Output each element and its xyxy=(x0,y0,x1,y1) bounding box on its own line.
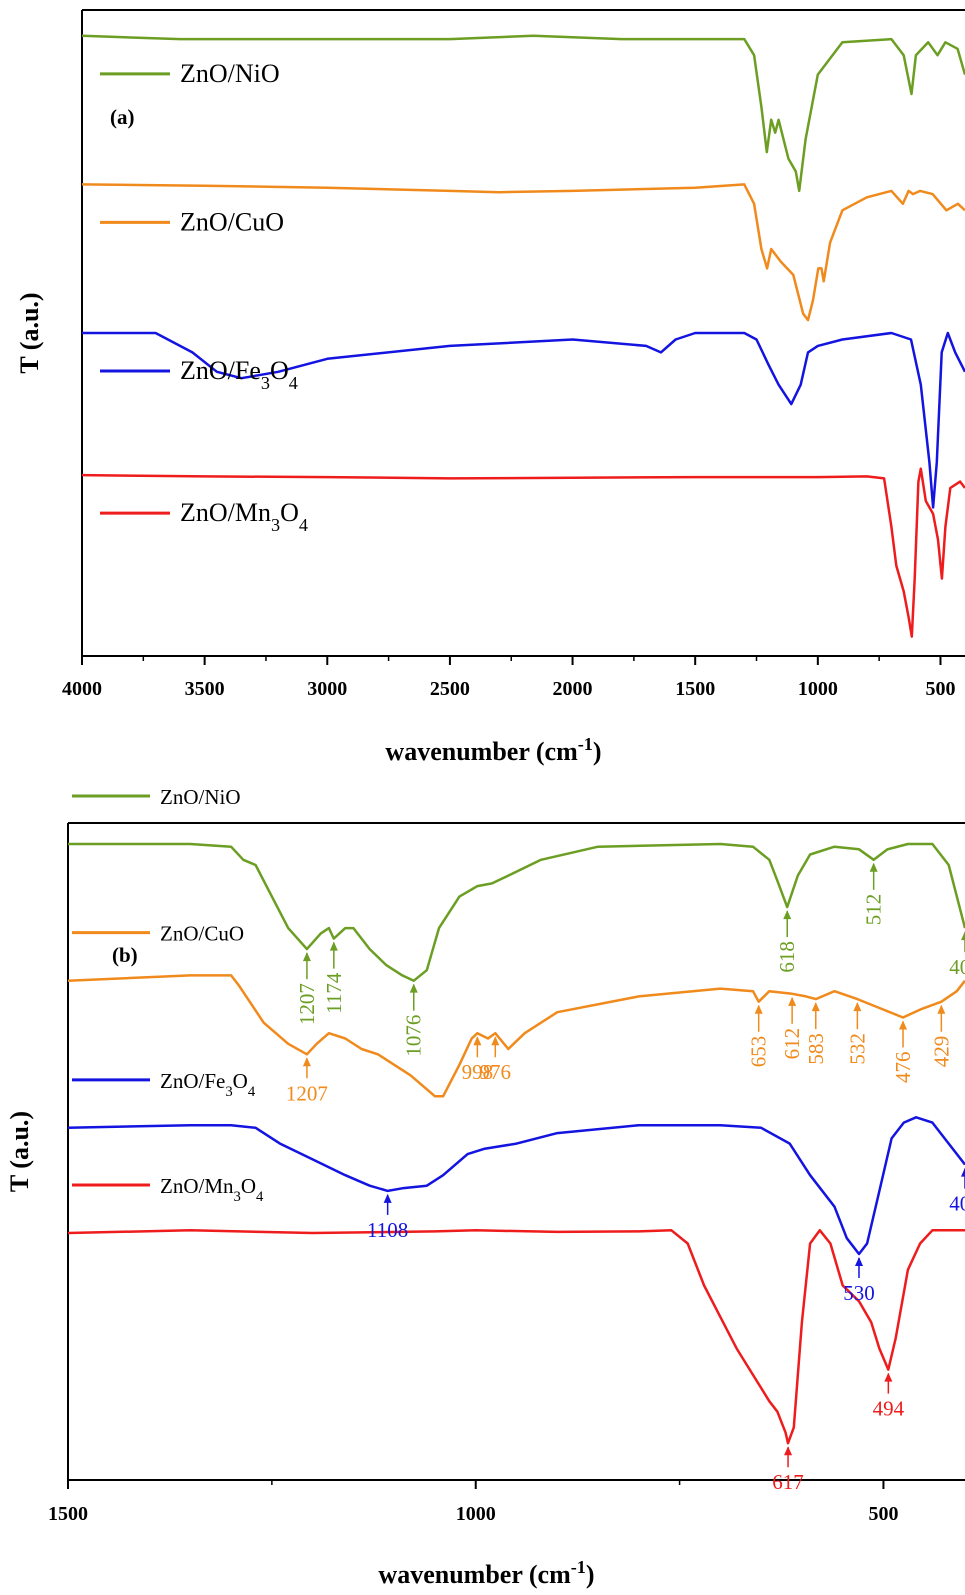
legend-label: ZnO/Mn3O4 xyxy=(160,1174,264,1205)
peak-label: 653 xyxy=(747,1036,771,1068)
peak-annotation: 512 xyxy=(862,862,886,926)
peak-label: 1207 xyxy=(295,983,319,1025)
panel-label: (a) xyxy=(110,105,135,129)
peak-label: 617 xyxy=(772,1470,804,1494)
peak-label: 532 xyxy=(845,1033,869,1065)
peak-label: 494 xyxy=(873,1397,905,1421)
peak-annotation: 400 xyxy=(949,1167,965,1216)
panel-label: (b) xyxy=(112,943,138,967)
x-tick-label: 3500 xyxy=(185,678,225,700)
peak-label: 512 xyxy=(862,894,886,926)
series-line-zno-fe3o4 xyxy=(82,331,965,509)
series-line-zno-mn3o4 xyxy=(68,1229,965,1445)
x-tick-label: 500 xyxy=(868,1503,898,1525)
peak-label: 998 xyxy=(462,1060,494,1084)
x-tick-label: 1000 xyxy=(456,1503,496,1525)
legend-label: ZnO/NiO xyxy=(160,785,241,809)
series-line-zno-nio xyxy=(68,842,965,982)
peak-annotation: 583 xyxy=(804,1002,828,1065)
series-line-zno-nio xyxy=(82,34,965,193)
peak-label: 400 xyxy=(949,1192,965,1216)
peak-label: 1174 xyxy=(322,972,346,1014)
peak-annotation: 1207 xyxy=(286,1057,328,1105)
legend-label: ZnO/Fe3O4 xyxy=(160,1069,256,1100)
x-axis-title: wavenumber (cm-1) xyxy=(378,1557,594,1589)
peak-annotation: 1207 xyxy=(295,952,319,1025)
peak-label: 1207 xyxy=(286,1081,328,1105)
peak-label: 400 xyxy=(949,955,965,979)
x-tick-label: 4000 xyxy=(62,678,102,700)
peak-annotation: 1174 xyxy=(322,941,346,1014)
peak-annotation: 532 xyxy=(845,1002,869,1065)
peak-annotation: 1076 xyxy=(402,983,426,1057)
legend-label: ZnO/CuO xyxy=(180,207,284,236)
series-line-zno-fe3o4 xyxy=(68,1116,965,1256)
x-axis-title: wavenumber (cm-1) xyxy=(385,734,601,766)
peak-annotation: 618 xyxy=(775,910,799,973)
peak-annotation: 998 xyxy=(462,1036,494,1084)
panel-b: 1500 1000 500 wavenumber (cm-1) T (a.u.) (b) Z… xyxy=(5,785,965,1589)
peak-annotation: 653 xyxy=(747,1004,771,1068)
peak-annotation: 530 xyxy=(843,1256,875,1305)
peak-label: 1076 xyxy=(402,1015,426,1057)
series-line-zno-cuo xyxy=(68,974,965,1098)
peak-label: 429 xyxy=(929,1036,953,1068)
peak-annotation: 976 xyxy=(480,1036,512,1084)
x-tick-label: 2500 xyxy=(430,678,470,700)
peak-annotation: 429 xyxy=(929,1004,953,1068)
peak-annotation: 612 xyxy=(780,996,804,1060)
peak-annotation: 476 xyxy=(891,1020,915,1083)
series-line-zno-mn3o4 xyxy=(82,467,965,638)
x-tick-label: 2000 xyxy=(553,678,593,700)
legend-label: ZnO/Fe3O4 xyxy=(180,356,298,393)
peak-annotation: 1108 xyxy=(367,1193,408,1242)
peak-annotation: 494 xyxy=(873,1372,905,1421)
peak-annotation: 617 xyxy=(772,1446,804,1494)
peak-annotation: 400 xyxy=(949,931,965,979)
x-tick-label: 1500 xyxy=(48,1503,88,1525)
panel-a: 4000 3500 3000 2500 2000 1500 1000 500 wavenumbe… xyxy=(15,9,965,766)
peak-label: 1108 xyxy=(367,1218,408,1242)
peak-label: 612 xyxy=(780,1028,804,1060)
peak-label: 476 xyxy=(891,1051,915,1083)
x-tick-label: 1000 xyxy=(798,678,838,700)
x-tick-label: 1500 xyxy=(675,678,715,700)
peak-label: 976 xyxy=(480,1060,512,1084)
x-tick-label: 500 xyxy=(925,678,955,700)
x-tick-label: 3000 xyxy=(307,678,347,700)
peak-label: 618 xyxy=(775,941,799,973)
y-axis-title: T (a.u.) xyxy=(5,1111,34,1192)
series-line-zno-cuo xyxy=(82,183,965,322)
legend-label: ZnO/Mn3O4 xyxy=(180,498,308,535)
legend-label: ZnO/CuO xyxy=(160,922,244,946)
peak-label: 530 xyxy=(843,1281,875,1305)
peak-label: 583 xyxy=(804,1033,828,1065)
legend-label: ZnO/NiO xyxy=(180,59,280,88)
y-axis-title: T (a.u.) xyxy=(15,292,44,373)
